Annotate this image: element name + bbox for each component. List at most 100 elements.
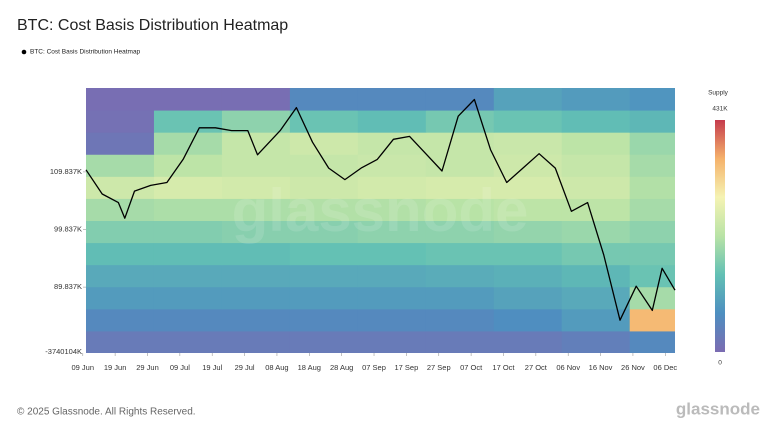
y-tick-label: 109.837K [50, 167, 82, 176]
heatmap-cell [357, 308, 427, 332]
colorbar-tick-label: 431K [712, 106, 728, 113]
colorbar-title: Supply [708, 90, 729, 97]
heatmap-cell [153, 242, 223, 266]
x-tick-label: 28 Aug [330, 363, 353, 372]
x-tick-label: 17 Oct [492, 363, 515, 372]
heatmap-cell [493, 220, 563, 244]
y-tick-label: 89.837K [54, 282, 82, 291]
heatmap-cell [357, 154, 427, 177]
heatmap-cell [561, 242, 631, 266]
heatmap-cell [629, 308, 675, 332]
heatmap-cell [561, 176, 631, 199]
heatmap-cell [425, 264, 495, 288]
heatmap-cell [86, 176, 155, 199]
heatmap-cell [493, 176, 563, 199]
heatmap-cell [561, 264, 631, 288]
heatmap-cell [629, 132, 675, 155]
colorbar-tick-label: 0 [718, 360, 722, 367]
heatmap-cell [221, 154, 291, 177]
heatmap-cell [289, 132, 359, 155]
heatmap-cell [357, 198, 427, 221]
heatmap-cell [153, 176, 223, 199]
heatmap-cell [493, 198, 563, 221]
heatmap-cell [357, 132, 427, 155]
heatmap-cell [86, 330, 155, 353]
heatmap-cell [221, 220, 291, 244]
heatmap-cell [153, 88, 223, 111]
heatmap [86, 88, 675, 353]
heatmap-cell [425, 242, 495, 266]
heatmap-cell [153, 110, 223, 133]
heatmap-cell [561, 308, 631, 332]
heatmap-cell [425, 132, 495, 155]
heatmap-cell [493, 286, 563, 310]
heatmap-cell [493, 132, 563, 155]
heatmap-cell [561, 198, 631, 221]
heatmap-cell [289, 242, 359, 266]
heatmap-cell [629, 220, 675, 244]
colorbar [715, 120, 725, 352]
heatmap-cell [289, 88, 359, 111]
heatmap-cell [357, 286, 427, 310]
heatmap-cell [629, 88, 675, 111]
x-tick-label: 27 Oct [525, 363, 548, 372]
x-tick-label: 27 Sep [427, 363, 451, 372]
heatmap-cell [425, 176, 495, 199]
heatmap-cell [357, 110, 427, 133]
heatmap-cell [289, 264, 359, 288]
footer-logo: glassnode [676, 399, 760, 418]
heatmap-cell [561, 132, 631, 155]
heatmap-cell [357, 88, 427, 111]
heatmap-cell [493, 242, 563, 266]
y-tick-label: 99.837K [54, 224, 82, 233]
heatmap-cell [629, 198, 675, 221]
heatmap-cell [425, 286, 495, 310]
heatmap-cell [561, 286, 631, 310]
y-min-label: -3740104K [45, 347, 82, 356]
heatmap-cell [425, 308, 495, 332]
heatmap-cell [493, 264, 563, 288]
heatmap-cell [86, 88, 155, 111]
heatmap-cell [221, 242, 291, 266]
heatmap-cell [629, 286, 675, 310]
heatmap-cell [357, 264, 427, 288]
heatmap-cell [221, 330, 291, 353]
x-tick-label: 17 Sep [394, 363, 418, 372]
heatmap-cell [221, 176, 291, 199]
heatmap-cell [86, 264, 155, 288]
heatmap-cell [153, 330, 223, 353]
x-tick-label: 09 Jul [170, 363, 190, 372]
heatmap-cell [561, 330, 631, 353]
watermark: glassnode [232, 177, 529, 244]
heatmap-cell [86, 220, 155, 244]
heatmap-cell [425, 154, 495, 177]
heatmap-cell [289, 176, 359, 199]
x-tick-label: 07 Oct [460, 363, 483, 372]
heatmap-cell [289, 110, 359, 133]
legend-label: BTC: Cost Basis Distribution Heatmap [30, 49, 141, 56]
heatmap-cell [221, 264, 291, 288]
x-tick-label: 19 Jun [104, 363, 127, 372]
heatmap-cell [629, 110, 675, 133]
heatmap-cell [425, 88, 495, 111]
heatmap-cell [629, 330, 675, 353]
heatmap-cell [425, 330, 495, 353]
heatmap-cell [221, 198, 291, 221]
heatmap-cell [357, 330, 427, 353]
x-tick-label: 07 Sep [362, 363, 386, 372]
price-line [85, 98, 676, 321]
heatmap-cell [425, 110, 495, 133]
x-tick-label: 19 Jul [202, 363, 222, 372]
heatmap-cell [289, 308, 359, 332]
heatmap-cell [153, 286, 223, 310]
heatmap-cell [493, 88, 563, 111]
heatmap-cell [153, 308, 223, 332]
footer: © 2025 Glassnode. All Rights Reserved. [17, 407, 196, 418]
x-tick-label: 18 Aug [298, 363, 321, 372]
heatmap-cell [425, 198, 495, 221]
heatmap-cell [493, 110, 563, 133]
chart-title: BTC: Cost Basis Distribution Heatmap [17, 17, 288, 34]
heatmap-cell [357, 220, 427, 244]
